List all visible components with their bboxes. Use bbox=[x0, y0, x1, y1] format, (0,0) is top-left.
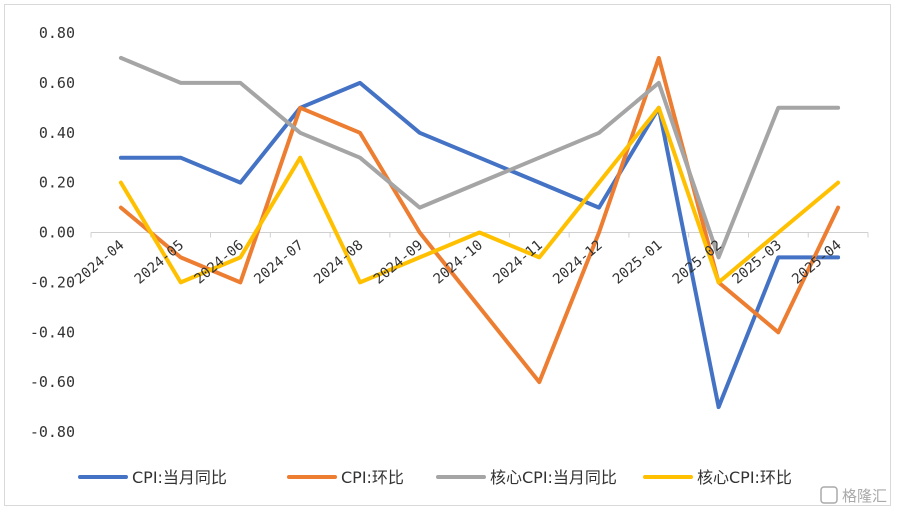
series-line-3 bbox=[118, 105, 841, 285]
series-line-1 bbox=[118, 55, 841, 385]
legend-label: 核心CPI:当月同比 bbox=[490, 468, 617, 487]
y-tick-label: 0.20 bbox=[39, 174, 75, 192]
x-tick-label: 2025-01 bbox=[610, 237, 665, 287]
y-tick-label: -0.80 bbox=[30, 423, 75, 441]
legend-label: 核心CPI:环比 bbox=[697, 468, 792, 487]
y-axis-ticks: 0.80 0.60 0.40 0.20 0.00 -0.20 -0.40 -0.60 -0.80 bbox=[30, 24, 75, 441]
watermark-text: 格隆汇 bbox=[842, 487, 887, 505]
legend-label: CPI:当月同比 bbox=[132, 468, 227, 487]
y-tick-label: 0.60 bbox=[39, 74, 75, 92]
chart-frame bbox=[4, 4, 891, 506]
series-line-2 bbox=[118, 55, 841, 260]
x-tick-label: 2024-11 bbox=[490, 237, 545, 287]
y-tick-label: 0.00 bbox=[39, 224, 75, 242]
x-tick-label: 2024-12 bbox=[550, 237, 605, 287]
y-tick-label: 0.40 bbox=[39, 124, 75, 142]
watermark-logo-icon bbox=[820, 486, 838, 504]
x-tick-label: 2024-09 bbox=[371, 237, 426, 287]
x-tick-label: 2025-04 bbox=[789, 237, 844, 287]
series-line-0 bbox=[118, 80, 841, 410]
x-tick-label: 2024-04 bbox=[72, 237, 127, 287]
legend-label: CPI:环比 bbox=[341, 468, 404, 487]
x-axis-tick-marks bbox=[90, 232, 869, 238]
legend: CPI:当月同比 CPI:环比 核心CPI:当月同比 核心CPI:环比 bbox=[78, 468, 792, 487]
y-tick-label: 0.80 bbox=[39, 24, 75, 42]
series-lines bbox=[118, 55, 841, 410]
x-tick-label: 2024-07 bbox=[251, 237, 306, 287]
watermark: 格隆汇 bbox=[820, 486, 887, 505]
y-tick-label: -0.20 bbox=[30, 273, 75, 291]
y-tick-label: -0.40 bbox=[30, 323, 75, 341]
y-tick-label: -0.60 bbox=[30, 373, 75, 391]
